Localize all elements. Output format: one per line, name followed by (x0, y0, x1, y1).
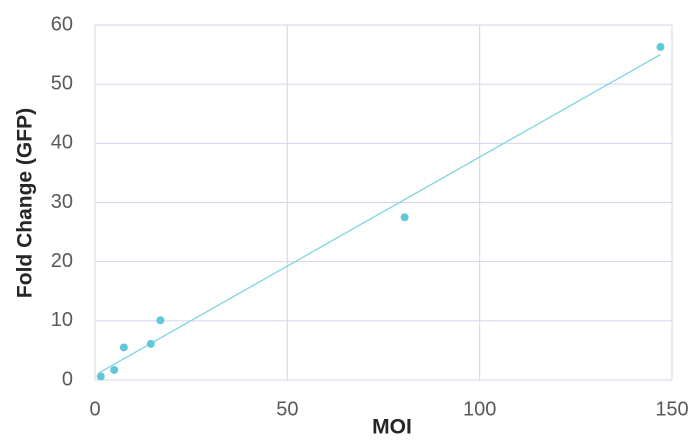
y-tick-label: 60 (51, 13, 73, 35)
y-axis-title: Fold Change (GFP) (14, 108, 37, 298)
data-point (156, 316, 165, 325)
y-tick-label: 30 (51, 191, 73, 213)
data-point (119, 343, 128, 352)
y-tick-label: 20 (51, 250, 73, 272)
data-point (96, 372, 105, 381)
x-axis-title: MOI (372, 416, 412, 439)
x-tick-label: 50 (276, 398, 298, 420)
data-point (146, 339, 155, 348)
x-tick-label: 100 (463, 398, 496, 420)
data-point (400, 213, 409, 222)
trendline (98, 54, 661, 374)
y-tick-label: 50 (51, 72, 73, 94)
x-tick-label: 0 (89, 398, 100, 420)
y-tick-label: 0 (62, 368, 73, 390)
data-point (656, 42, 665, 51)
data-point (110, 365, 119, 374)
x-tick-label: 150 (655, 398, 688, 420)
y-tick-label: 10 (51, 309, 73, 331)
y-tick-label: 40 (51, 132, 73, 154)
